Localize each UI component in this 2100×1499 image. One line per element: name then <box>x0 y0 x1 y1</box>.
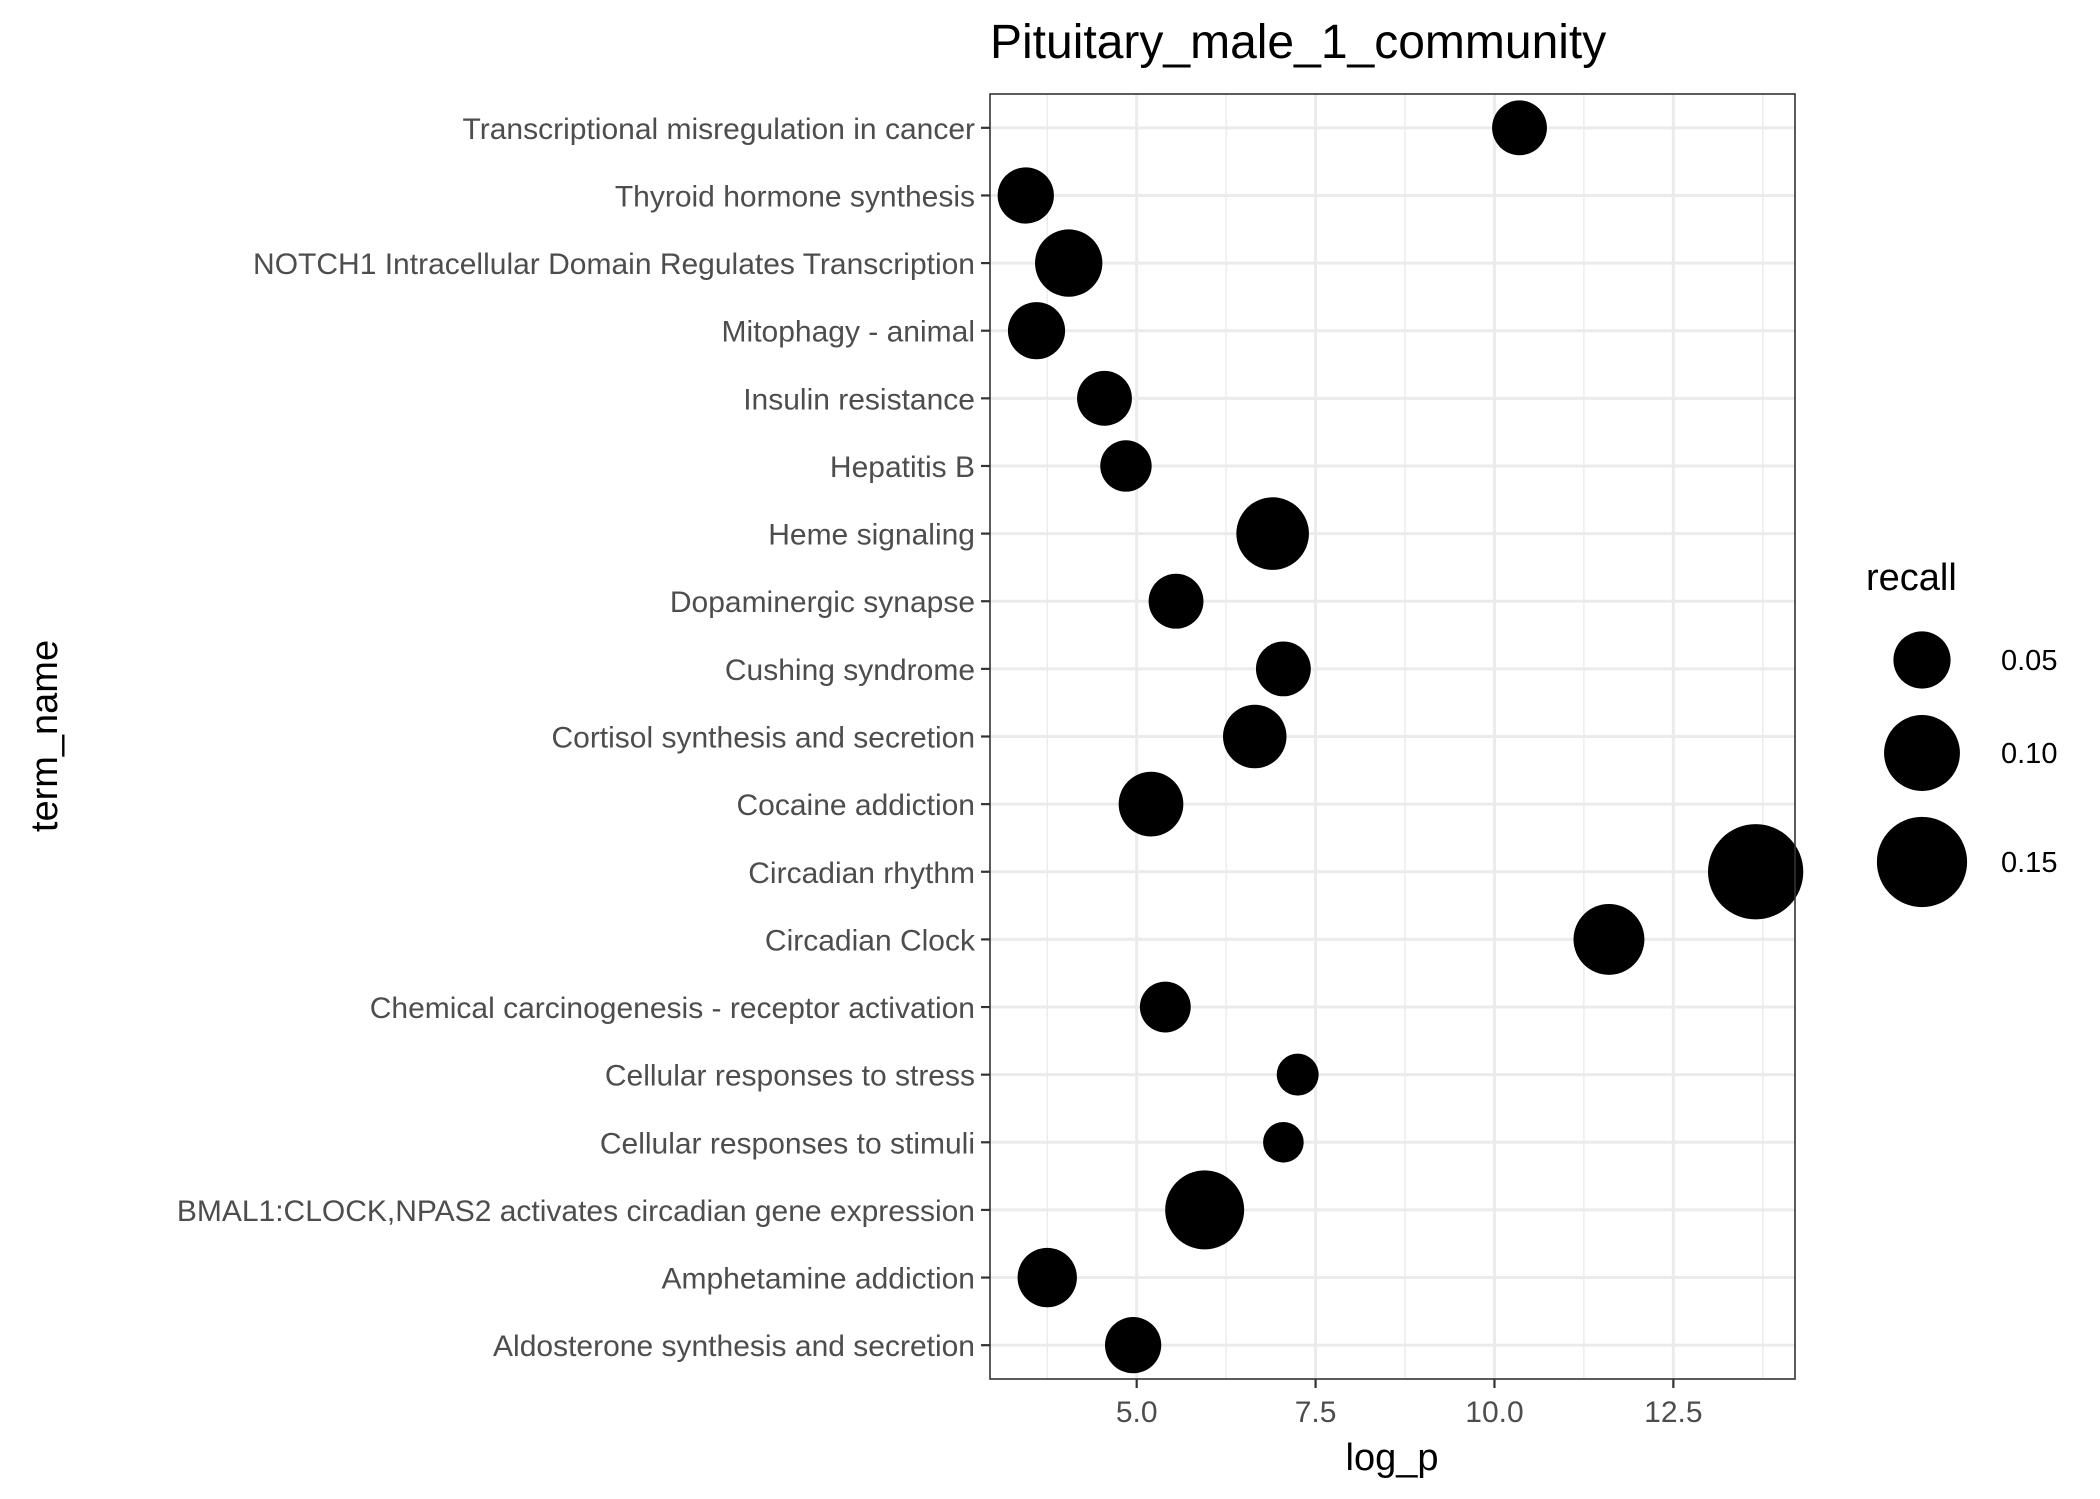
y-tick-label: Cocaine addiction <box>737 789 976 822</box>
chart-title: Pituitary_male_1_community <box>990 16 1606 69</box>
y-tick-label: Aldosterone synthesis and secretion <box>493 1330 975 1363</box>
data-point <box>1139 981 1191 1033</box>
legend-size-key <box>1876 816 1968 908</box>
legend-label: 0.15 <box>2001 847 2057 879</box>
data-points <box>997 100 1804 1374</box>
y-tick-label: Insulin resistance <box>743 383 975 416</box>
data-point <box>1100 440 1152 492</box>
y-tick-label: Mitophagy - animal <box>722 316 975 349</box>
data-point <box>1223 704 1287 769</box>
data-point <box>1573 903 1645 975</box>
y-tick-label: Dopaminergic synapse <box>670 586 975 619</box>
y-tick-label: Chemical carcinogenesis - receptor activ… <box>370 992 975 1025</box>
data-point <box>1035 229 1103 297</box>
legend-label: 0.05 <box>2001 645 2057 677</box>
y-tick-label: Circadian rhythm <box>748 857 975 890</box>
y-axis: Transcriptional misregulation in cancer T… <box>177 113 990 1363</box>
data-point <box>1077 370 1132 426</box>
y-tick-label: Cellular responses to stress <box>605 1060 975 1093</box>
data-point <box>1118 771 1184 837</box>
x-tick-label: 12.5 <box>1644 1396 1702 1429</box>
legend-label: 0.10 <box>2001 738 2057 770</box>
data-point <box>1165 1170 1245 1250</box>
y-tick-label: Cushing syndrome <box>725 654 975 687</box>
data-point <box>1276 1053 1319 1096</box>
data-point <box>1236 497 1309 570</box>
y-tick-label: Cortisol synthesis and secretion <box>551 722 975 755</box>
data-point <box>1017 1247 1077 1308</box>
data-point <box>1148 573 1204 629</box>
data-point <box>1104 1317 1162 1374</box>
y-tick-label: Heme signaling <box>768 519 975 552</box>
y-tick-label: Cellular responses to stimuli <box>600 1127 975 1160</box>
x-tick-label: 10.0 <box>1465 1396 1523 1429</box>
y-tick-label: Amphetamine addiction <box>661 1263 975 1296</box>
y-tick-label: Hepatitis B <box>830 451 975 484</box>
x-tick-label: 5.0 <box>1116 1396 1158 1429</box>
y-tick-label: Transcriptional misregulation in cancer <box>463 113 975 146</box>
x-axis: 5.0 7.5 10.0 12.5 <box>1116 1379 1703 1429</box>
y-tick-label: Thyroid hormone synthesis <box>615 180 975 213</box>
major-gridlines <box>990 94 1795 1379</box>
data-point <box>997 167 1054 224</box>
y-axis-title: term_name <box>24 640 66 832</box>
legend-size-key <box>1893 631 1951 689</box>
legend: recall 0.05 0.10 0.15 <box>1866 557 2057 908</box>
x-tick-label: 7.5 <box>1295 1396 1337 1429</box>
data-point <box>1492 100 1547 156</box>
y-tick-label: BMAL1:CLOCK,NPAS2 activates circadian ge… <box>177 1195 975 1228</box>
data-point <box>1263 1122 1304 1163</box>
y-tick-label: Circadian Clock <box>765 924 976 957</box>
data-point <box>1007 302 1066 360</box>
legend-size-key <box>1884 715 1960 791</box>
data-point <box>1255 641 1311 697</box>
data-point <box>1708 824 1804 920</box>
y-tick-label: NOTCH1 Intracellular Domain Regulates Tr… <box>253 248 975 281</box>
legend-title: recall <box>1866 557 1957 599</box>
x-axis-title: log_p <box>1346 1437 1439 1479</box>
